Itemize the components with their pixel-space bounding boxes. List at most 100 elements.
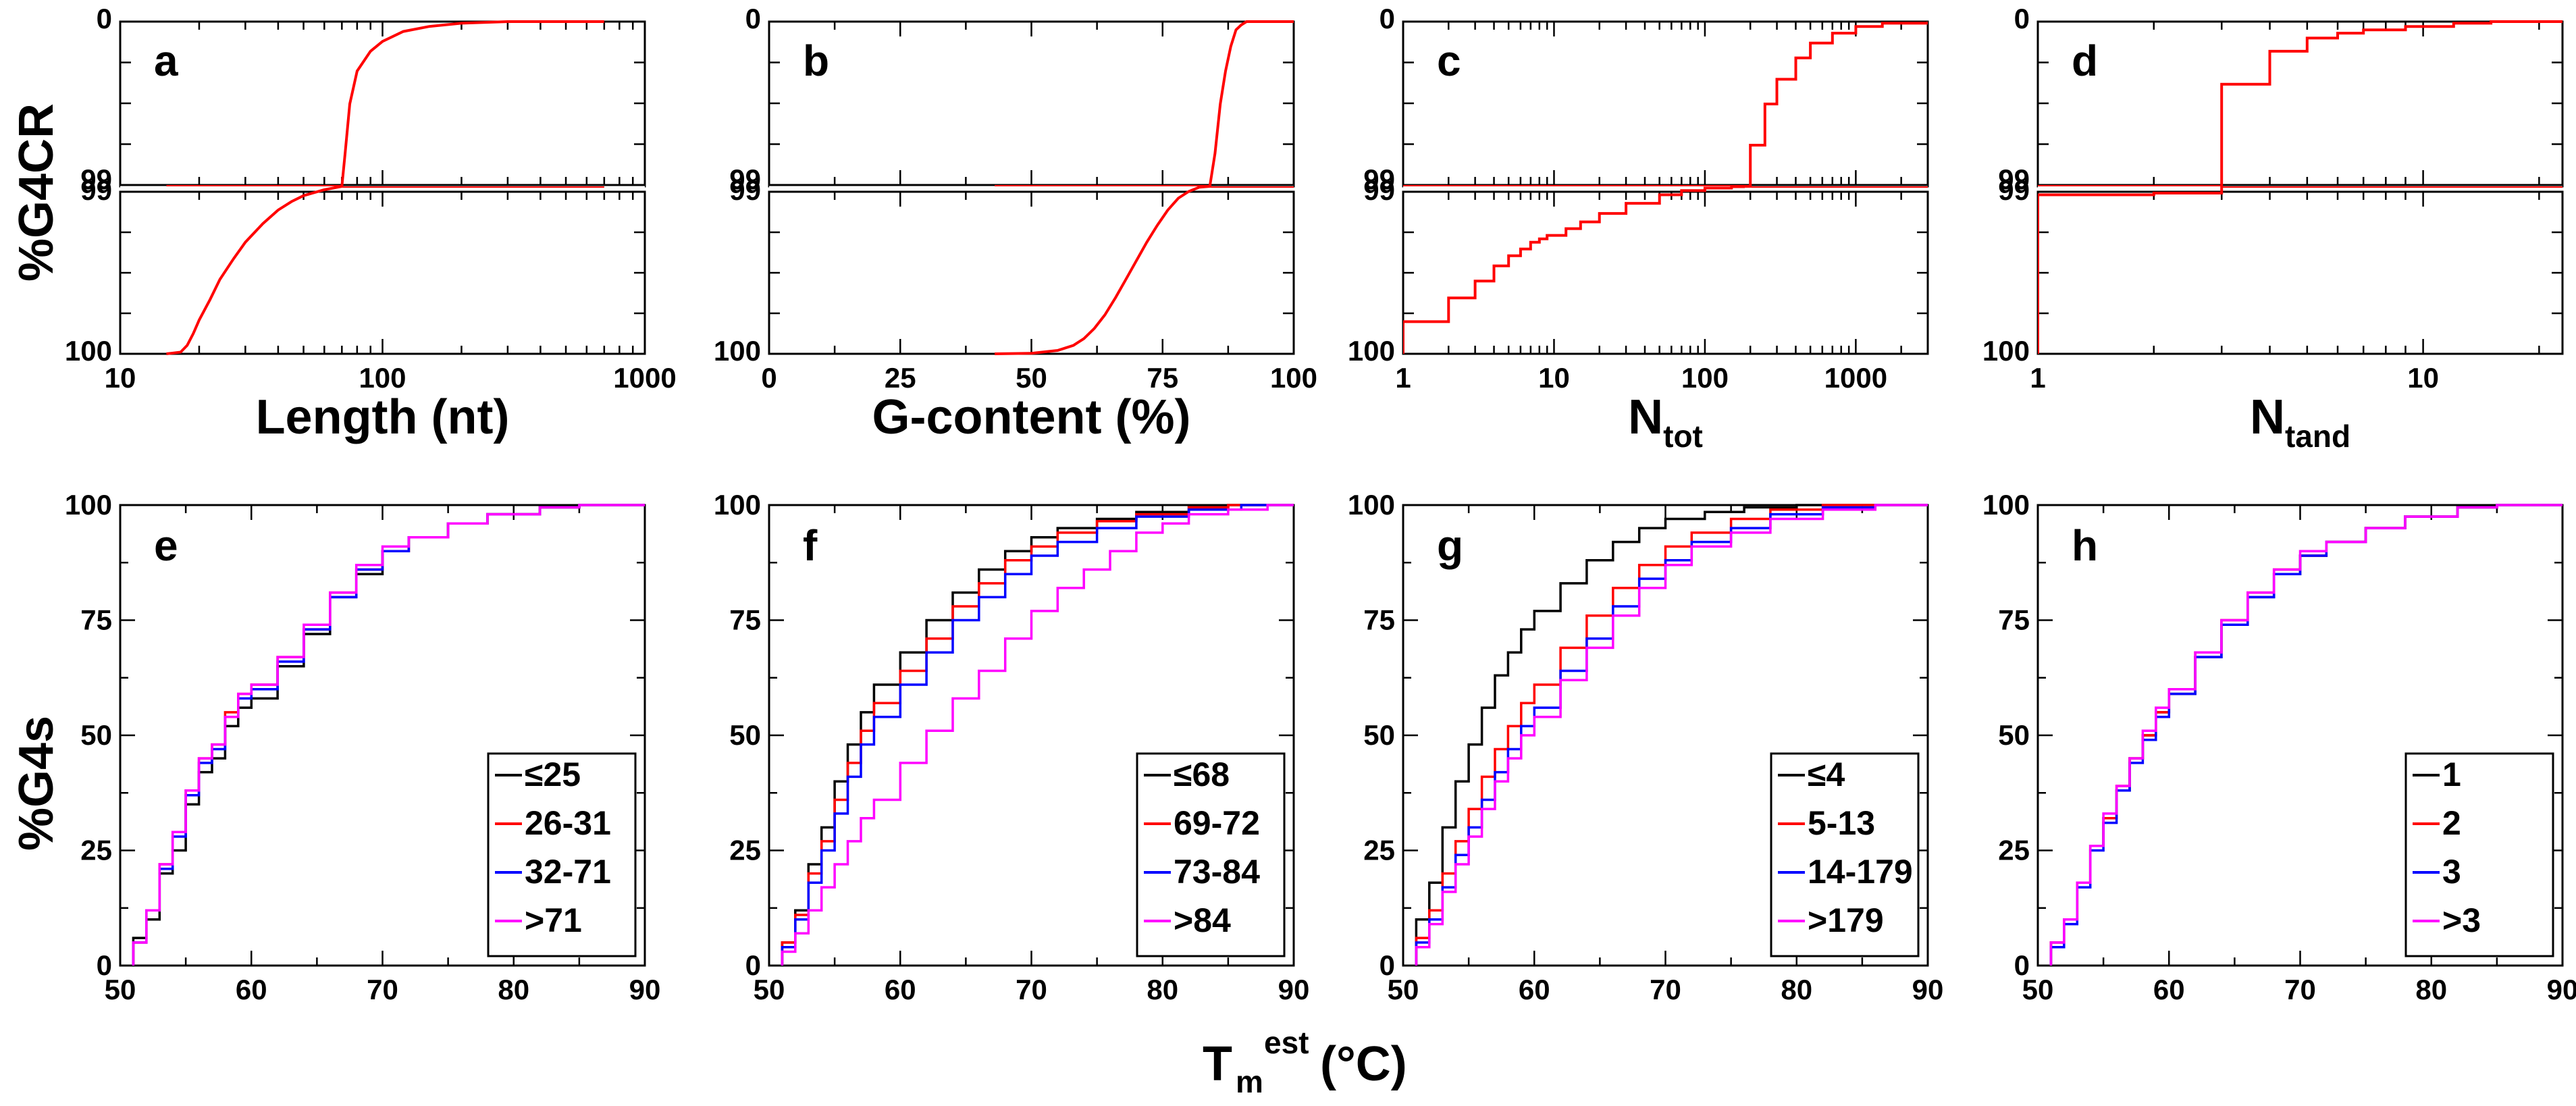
y-tick-label: 0 [97, 949, 112, 981]
x-tick-label: 10 [2407, 362, 2439, 394]
x-tick-label: 60 [885, 974, 916, 1005]
bottom-xlabel-unit: (°C) [1320, 1037, 1407, 1091]
series-line [781, 504, 1294, 966]
x-tick-label: 50 [2022, 974, 2054, 1005]
y-tick-label: 50 [80, 719, 112, 751]
panel-letter: d [2072, 36, 2098, 85]
x-axis-label: G-content (%) [872, 390, 1191, 444]
y-tick-label: 50 [1998, 719, 2030, 751]
y-tick-label: 75 [80, 604, 112, 636]
y-tick-label: 100 [1982, 489, 2030, 521]
x-axis-label-main: Length (nt) [256, 390, 510, 444]
bottom-xlabel-sub: m [1236, 1064, 1263, 1099]
y-tick-label: 0 [1379, 3, 1395, 34]
panel-e: 50 60 70 80 90 0 25 50 75 100 e ≤25 26-31 32-71 >71 [65, 489, 660, 1005]
x-axis-label-sub: tand [2285, 419, 2350, 454]
y-tick-label: 50 [729, 719, 761, 751]
legend: ≤4 5-13 14-179 >179 [1770, 752, 1920, 957]
x-axis-label-main: N [1628, 390, 1663, 444]
series-line-lower [995, 186, 1294, 355]
y-tick-label: 25 [80, 835, 112, 866]
x-tick-label: 80 [498, 974, 529, 1005]
legend-label: >84 [1174, 901, 1231, 939]
x-tick-label: 100 [359, 362, 406, 394]
y-tick-label: 99 [80, 163, 112, 195]
legend-label: >179 [1808, 901, 1884, 939]
y-tick-label: 75 [1998, 604, 2030, 636]
x-tick-label: 50 [105, 974, 136, 1005]
legend-label: ≤4 [1808, 756, 1845, 793]
legend-label: 14-179 [1808, 853, 1913, 891]
series-line-lower [1403, 186, 1928, 354]
y-tick-label: 99 [729, 174, 761, 206]
series-line-lower [166, 186, 604, 355]
series-line [1415, 504, 1928, 966]
bottom-xlabel: T m est (°C) [1203, 1025, 1407, 1099]
x-tick-label: 75 [1147, 362, 1178, 394]
bottom-xlabel-main: T [1203, 1037, 1232, 1091]
x-tick-label: 25 [885, 362, 916, 394]
x-tick-label: 90 [1278, 974, 1310, 1005]
panel-letter: f [803, 521, 818, 570]
panel-g: 50 60 70 80 90 0 25 50 75 100 g ≤4 5-13 14-179 >179 [1348, 489, 1943, 1005]
x-tick-label: 60 [1519, 974, 1550, 1005]
y-tick-label: 99 [80, 174, 112, 206]
legend-label: 5-13 [1808, 804, 1875, 842]
x-tick-label: 50 [1388, 974, 1419, 1005]
x-axis-label: Ntand [2250, 390, 2350, 454]
series-line [2049, 504, 2562, 966]
y-tick-label: 100 [65, 489, 112, 521]
x-tick-label: 70 [2284, 974, 2316, 1005]
legend: 1 2 3 >3 [2404, 752, 2554, 957]
axis-break [1403, 185, 1928, 192]
x-tick-label: 50 [1016, 362, 1047, 394]
x-tick-label: 90 [1912, 974, 1944, 1005]
panel-letter: a [154, 36, 178, 85]
x-tick-label: 100 [1681, 362, 1729, 394]
y-tick-label: 0 [745, 3, 761, 34]
series-line [132, 504, 645, 966]
axis-break [2038, 185, 2562, 192]
legend-label: >71 [525, 901, 582, 939]
panel-letter: h [2072, 521, 2098, 570]
y-tick-label: 0 [97, 3, 112, 34]
legend-label: 69-72 [1174, 804, 1260, 842]
legend: ≤68 69-72 73-84 >84 [1136, 752, 1286, 957]
bottom-ylabel: %G4s [9, 716, 63, 851]
legend-label: 32-71 [525, 853, 611, 891]
x-tick-label: 90 [2547, 974, 2576, 1005]
x-tick-label: 50 [754, 974, 785, 1005]
bottom-xlabel-sup: est [1264, 1025, 1309, 1060]
x-tick-label: 70 [367, 974, 398, 1005]
x-tick-label: 70 [1016, 974, 1047, 1005]
axis-break [120, 185, 645, 192]
x-tick-label: 80 [2415, 974, 2447, 1005]
series-line-upper [2038, 20, 2562, 186]
x-tick-label: 80 [1781, 974, 1812, 1005]
series-line [1415, 504, 1928, 966]
y-tick-label: 99 [1998, 174, 2030, 206]
y-tick-label: 0 [2014, 3, 2030, 34]
series-line-upper [995, 20, 1294, 186]
x-tick-label: 1 [2030, 362, 2045, 394]
y-tick-label: 100 [1982, 335, 2030, 367]
series-line [781, 504, 1294, 966]
y-tick-label: 100 [1348, 489, 1395, 521]
legend: ≤25 26-31 32-71 >71 [487, 752, 637, 957]
y-tick-label: 25 [1363, 835, 1395, 866]
y-tick-label: 75 [1363, 604, 1395, 636]
y-tick-label: 75 [729, 604, 761, 636]
x-axis-label: Ntot [1628, 390, 1703, 454]
y-tick-label: 25 [1998, 835, 2030, 866]
x-tick-label: 1 [1395, 362, 1411, 394]
y-tick-label: 0 [745, 949, 761, 981]
x-axis-label: Length (nt) [256, 390, 510, 444]
y-tick-label: 100 [714, 335, 761, 367]
